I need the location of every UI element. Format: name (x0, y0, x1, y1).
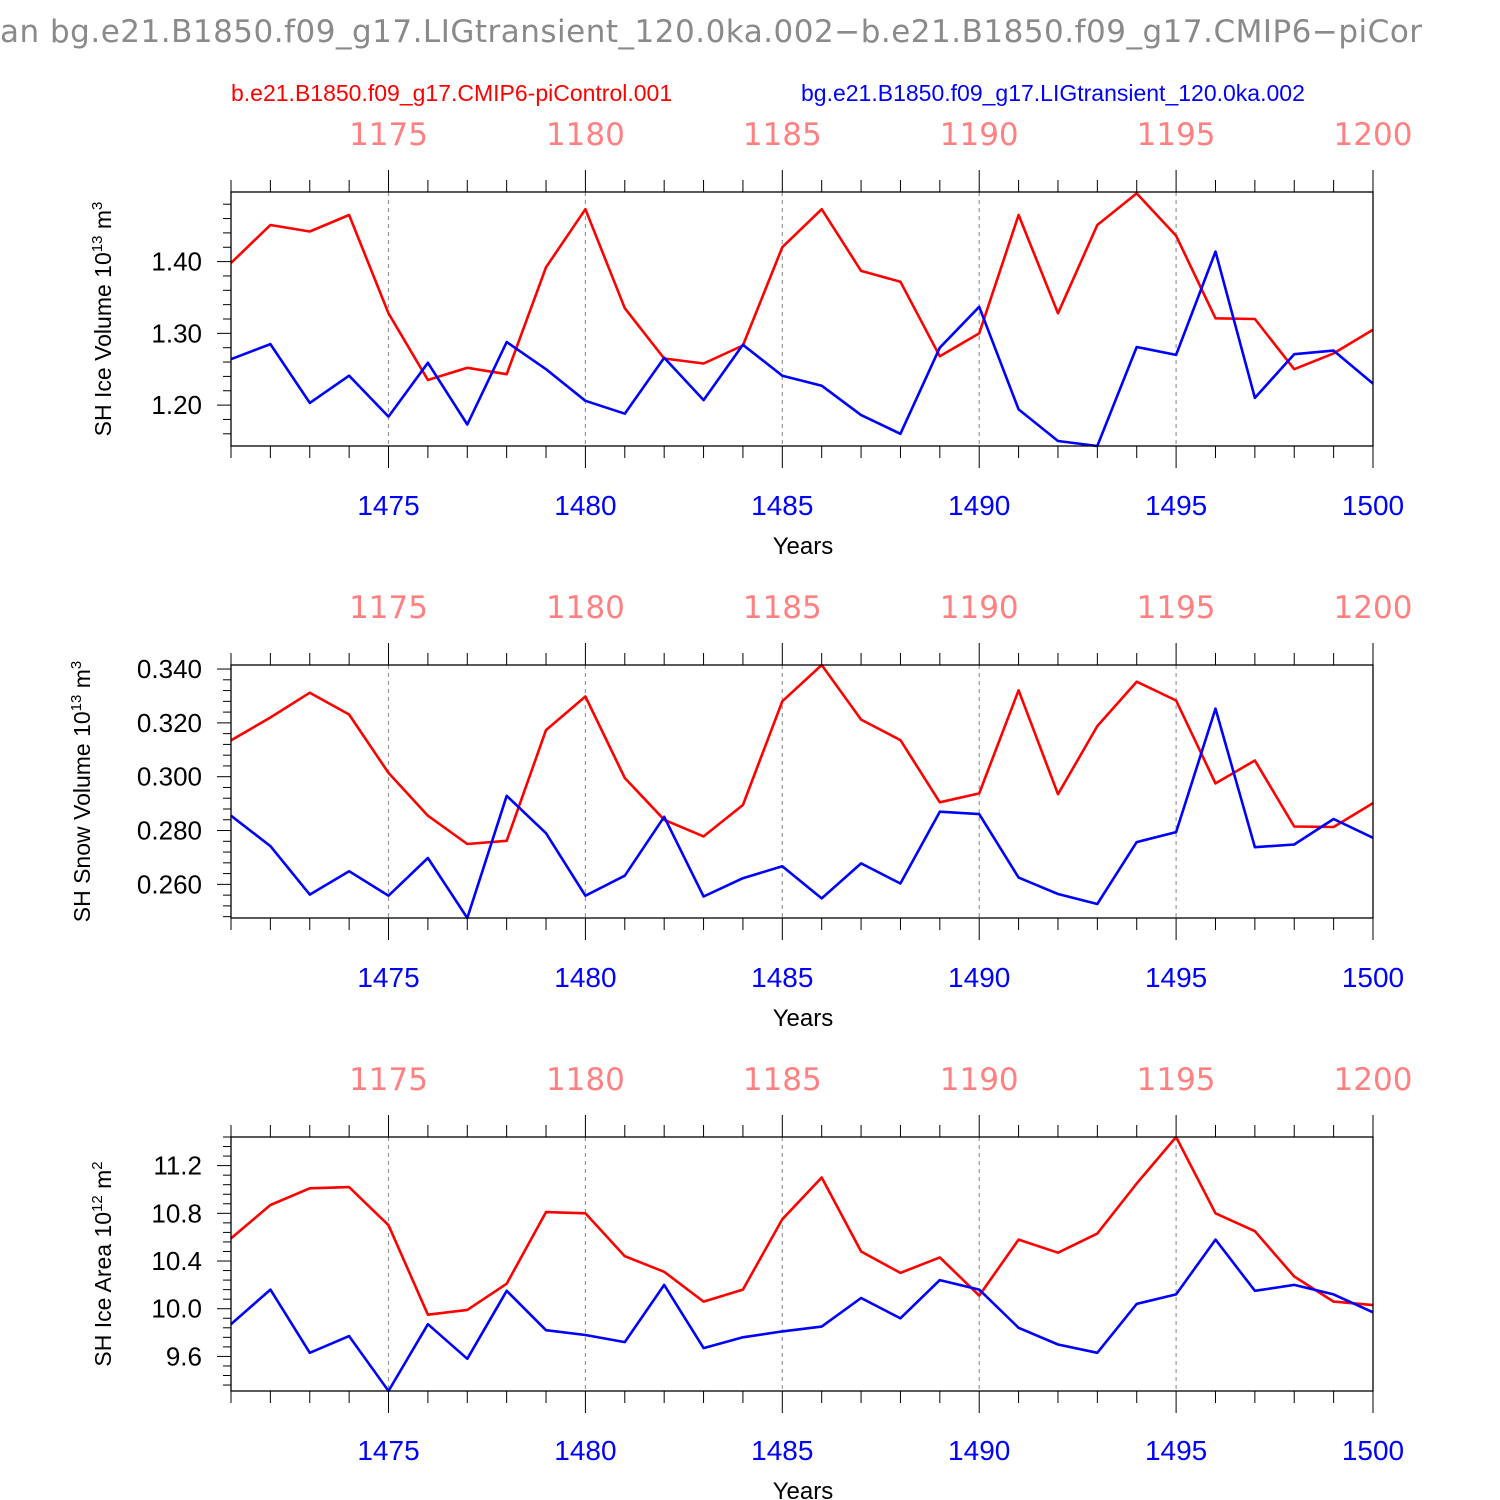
y-tick-label: 0.320 (137, 708, 202, 738)
page-title: an bg.e21.B1850.f09_g17.LIGtransient_120… (0, 14, 1423, 50)
x-tick-label-top: 1190 (940, 1062, 1019, 1098)
x-tick-label-bottom: 1500 (1342, 490, 1404, 521)
x-axis-label: Years (773, 533, 834, 560)
x-tick-label-top: 1190 (940, 590, 1019, 626)
x-tick-label-top: 1185 (743, 590, 822, 626)
y-tick-label: 0.340 (137, 654, 202, 684)
x-tick-label-top: 1200 (1334, 590, 1413, 626)
series-line-blue (230, 1238, 1374, 1393)
plot-frame (230, 191, 1374, 447)
x-tick-label-bottom: 1495 (1145, 962, 1207, 993)
x-tick-label-bottom: 1485 (751, 1435, 813, 1466)
y-tick-label: 10.0 (151, 1294, 202, 1324)
y-axis-label: SH Ice Area 1012 m2 (89, 1161, 116, 1366)
x-tick-label-bottom: 1475 (357, 962, 419, 993)
x-tick-label-bottom: 1490 (948, 1435, 1010, 1466)
series-line-red (230, 1135, 1374, 1316)
x-tick-label-top: 1190 (940, 117, 1019, 153)
y-tick-label: 10.8 (151, 1198, 202, 1228)
x-tick-label-top: 1200 (1334, 117, 1413, 153)
x-tick-label-top: 1180 (546, 590, 625, 626)
plot-frame (230, 664, 1374, 919)
x-tick-label-top: 1175 (349, 1062, 428, 1098)
x-tick-label-bottom: 1500 (1342, 1435, 1404, 1466)
plot-frame (230, 1136, 1374, 1392)
x-tick-label-top: 1185 (743, 1062, 822, 1098)
x-tick-label-top: 1195 (1137, 590, 1216, 626)
x-tick-label-top: 1195 (1137, 117, 1216, 153)
chart-panel-2: 0.260 0.280 0.300 0.320 0.340 1475 1480 1485 149… (68, 590, 1412, 1032)
x-tick-label-bottom: 1480 (554, 962, 616, 993)
chart-panel-3: 9.6 10.0 10.4 10.8 11.2 1475 1480 1485 1490 1495 1… (89, 1062, 1412, 1500)
y-axis-label: SH Ice Volume 1013 m3 (89, 202, 116, 437)
x-tick-label-top: 1185 (743, 117, 822, 153)
x-tick-label-bottom: 1475 (357, 490, 419, 521)
x-tick-label-bottom: 1495 (1145, 490, 1207, 521)
y-tick-label: 1.30 (151, 318, 202, 348)
x-tick-label-top: 1195 (1137, 1062, 1216, 1098)
y-tick-label: 0.260 (137, 869, 202, 899)
chart-panel-1: 1.20 1.30 1.40 1475 1480 1485 1490 1495 1500 1175… (89, 117, 1412, 560)
y-tick-label: 0.280 (137, 816, 202, 846)
x-tick-label-bottom: 1475 (357, 1435, 419, 1466)
x-tick-label-bottom: 1485 (751, 490, 813, 521)
x-tick-label-bottom: 1495 (1145, 1435, 1207, 1466)
legend-blue-series: bg.e21.B1850.f09_g17.LIGtransient_120.0k… (801, 80, 1305, 106)
x-tick-label-bottom: 1490 (948, 490, 1010, 521)
x-tick-label-bottom: 1490 (948, 962, 1010, 993)
x-axis-label: Years (773, 1005, 834, 1032)
x-tick-label-bottom: 1480 (554, 1435, 616, 1466)
y-tick-label: 1.20 (151, 390, 202, 420)
x-tick-label-top: 1175 (349, 590, 428, 626)
x-tick-label-bottom: 1485 (751, 962, 813, 993)
y-axis-label: SH Snow Volume 1013 m3 (68, 661, 95, 923)
y-tick-label: 11.2 (153, 1151, 202, 1181)
y-tick-label: 10.4 (151, 1246, 202, 1276)
x-tick-label-top: 1200 (1334, 1062, 1413, 1098)
x-tick-label-bottom: 1500 (1342, 962, 1404, 993)
series-line-blue (230, 250, 1374, 448)
y-tick-label: 9.6 (166, 1341, 202, 1371)
x-tick-label-top: 1180 (546, 1062, 625, 1098)
series-line-red (230, 192, 1374, 382)
series-line-red (230, 663, 1374, 846)
series-line-blue (230, 707, 1374, 920)
x-tick-label-top: 1180 (546, 117, 625, 153)
x-axis-label: Years (773, 1478, 834, 1500)
legend-red-series: b.e21.B1850.f09_g17.CMIP6-piControl.001 (231, 80, 673, 106)
x-tick-label-bottom: 1480 (554, 490, 616, 521)
x-tick-label-top: 1175 (349, 117, 428, 153)
y-tick-label: 1.40 (151, 247, 202, 277)
y-tick-label: 0.300 (137, 762, 202, 792)
